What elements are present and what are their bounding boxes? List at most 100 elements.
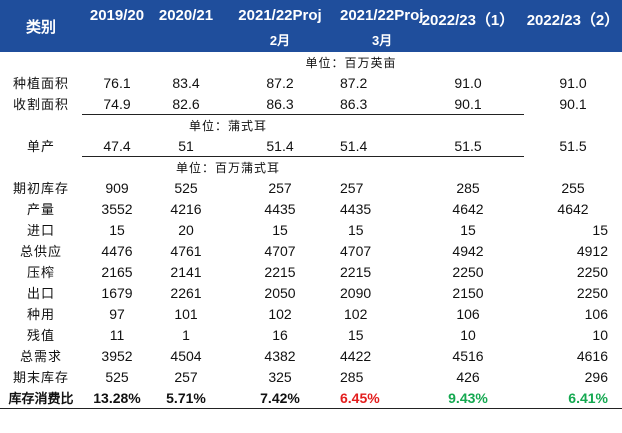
table-row: 残值 11 1 16 15 10 10 bbox=[0, 324, 622, 345]
header-col-2021-22-mar: 2021/22Proj bbox=[340, 0, 423, 30]
cell: 3952 bbox=[101, 347, 133, 364]
cell: 15 bbox=[109, 221, 125, 238]
row-label: 产量 bbox=[26, 203, 55, 218]
cell: 3552 bbox=[101, 200, 133, 217]
row-label: 进口 bbox=[26, 224, 55, 239]
cell: 4942 bbox=[452, 242, 484, 259]
row-label: 种植面积 bbox=[12, 77, 69, 92]
cell: 87.2 bbox=[266, 74, 294, 91]
cell: 285 bbox=[456, 179, 480, 196]
cell: 86.3 bbox=[266, 95, 294, 112]
cell: 1 bbox=[182, 326, 190, 343]
cell: 2250 bbox=[576, 263, 608, 280]
cell: 2250 bbox=[576, 284, 608, 301]
cell: 257 bbox=[340, 179, 364, 196]
cell: 2215 bbox=[264, 263, 296, 280]
cell: 4912 bbox=[576, 242, 608, 259]
cell: 296 bbox=[584, 368, 608, 385]
cell: 4504 bbox=[170, 347, 202, 364]
cell: 91.0 bbox=[454, 74, 482, 91]
cell: 4435 bbox=[340, 200, 372, 217]
cell: 15 bbox=[460, 221, 476, 238]
table-row: 期末库存 525 257 325 285 426 296 bbox=[0, 366, 622, 387]
cell: 106 bbox=[584, 305, 608, 322]
cell: 90.1 bbox=[454, 95, 482, 112]
table-row: 进口 15 20 15 15 15 15 bbox=[0, 219, 622, 240]
cell: 6.41% bbox=[524, 387, 622, 409]
cell: 257 bbox=[174, 368, 198, 385]
cell: 87.2 bbox=[340, 74, 368, 91]
cell: 4642 bbox=[452, 200, 484, 217]
cell: 7.42% bbox=[220, 387, 340, 409]
cell: 909 bbox=[105, 179, 129, 196]
row-label: 压榨 bbox=[26, 266, 55, 281]
cell: 4707 bbox=[264, 242, 296, 259]
cell: 257 bbox=[268, 179, 292, 196]
cell: 101 bbox=[174, 305, 198, 322]
cell: 5.71% bbox=[152, 387, 220, 409]
cell: 255 bbox=[561, 179, 585, 196]
table-row: 库存消费比 13.28% 5.71% 7.42% 6.45% 9.43% 6.4… bbox=[0, 387, 622, 409]
cell: 51.5 bbox=[454, 137, 482, 154]
cell: 1679 bbox=[101, 284, 133, 301]
cell: 2090 bbox=[340, 284, 372, 301]
cell: 2050 bbox=[264, 284, 296, 301]
cell: 9.43% bbox=[412, 387, 524, 409]
header-sub-6 bbox=[524, 30, 622, 52]
cell: 16 bbox=[272, 326, 288, 343]
cell: 4435 bbox=[264, 200, 296, 217]
row-label: 残值 bbox=[26, 329, 55, 344]
cell: 4216 bbox=[170, 200, 202, 217]
cell: 2250 bbox=[452, 263, 484, 280]
row-label: 收割面积 bbox=[12, 98, 69, 114]
header-sub-1 bbox=[82, 30, 152, 52]
row-label: 种用 bbox=[26, 308, 55, 323]
header-col-2019-20: 2019/20 bbox=[82, 0, 152, 30]
cell: 90.1 bbox=[559, 95, 587, 112]
row-label: 期末库存 bbox=[12, 371, 69, 386]
header-col-2022-23-2: 2022/23（2） bbox=[524, 0, 622, 30]
row-label: 单产 bbox=[26, 140, 55, 156]
table-row: 种植面积 76.1 83.4 87.2 87.2 91.0 91.0 bbox=[0, 72, 622, 93]
cell: 2215 bbox=[340, 263, 372, 280]
cell: 91.0 bbox=[559, 74, 587, 91]
cell: 15 bbox=[348, 221, 364, 238]
cell: 325 bbox=[268, 368, 292, 385]
cell: 86.3 bbox=[340, 95, 368, 112]
cell: 82.6 bbox=[172, 95, 200, 112]
row-label: 库存消费比 bbox=[0, 387, 82, 409]
header-col-2021-22-feb: 2021/22Proj bbox=[220, 0, 340, 30]
table-row: 收割面积 74.9 82.6 86.3 86.3 90.1 90.1 bbox=[0, 93, 622, 115]
cell: 4642 bbox=[557, 200, 589, 217]
cell: 4422 bbox=[340, 347, 372, 364]
cell: 76.1 bbox=[103, 74, 131, 91]
cell: 2150 bbox=[452, 284, 484, 301]
table-row: 单产 47.4 51 51.4 51.4 51.5 51.5 bbox=[0, 135, 622, 157]
cell: 525 bbox=[105, 368, 129, 385]
cell: 4516 bbox=[452, 347, 484, 364]
row-label: 出口 bbox=[26, 287, 55, 302]
cell: 83.4 bbox=[172, 74, 200, 91]
cell: 426 bbox=[456, 368, 480, 385]
header-sub-2 bbox=[152, 30, 220, 52]
cell: 2261 bbox=[170, 284, 202, 301]
header-category-label: 类别 bbox=[0, 0, 82, 52]
table-row: 种用 97 101 102 102 106 106 bbox=[0, 303, 622, 324]
header-sub-mar: 3月 bbox=[340, 30, 412, 52]
cell: 15 bbox=[348, 326, 364, 343]
table-row: 压榨 2165 2141 2215 2215 2250 2250 bbox=[0, 261, 622, 282]
unit-label-bushels: 单位：蒲式耳 bbox=[82, 114, 524, 135]
cell: 13.28% bbox=[82, 387, 152, 409]
table-row: 出口 1679 2261 2050 2090 2150 2250 bbox=[0, 282, 622, 303]
row-label: 期初库存 bbox=[12, 182, 69, 197]
cell: 106 bbox=[456, 305, 480, 322]
cell: 47.4 bbox=[103, 137, 131, 154]
cell: 10 bbox=[460, 326, 476, 343]
row-label: 总供应 bbox=[19, 245, 62, 260]
cell: 51 bbox=[178, 137, 194, 154]
balance-table: 类别 2019/20 2020/21 2021/22Proj 2021/22Pr… bbox=[0, 0, 622, 409]
table-row: 产量 3552 4216 4435 4435 4642 4642 bbox=[0, 198, 622, 219]
cell: 51.4 bbox=[266, 137, 294, 154]
cell: 4761 bbox=[170, 242, 202, 259]
table-row: 总需求 3952 4504 4382 4422 4516 4616 bbox=[0, 345, 622, 366]
